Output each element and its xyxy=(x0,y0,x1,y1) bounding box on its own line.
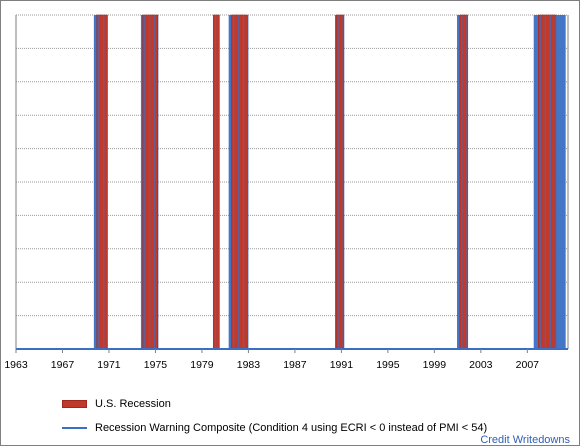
x-tick-label: 1971 xyxy=(97,359,121,371)
x-tick-label: 1987 xyxy=(283,359,307,371)
x-tick-label: 2003 xyxy=(469,359,493,371)
x-tick-label: 1999 xyxy=(423,359,447,371)
x-tick-label: 1979 xyxy=(190,359,214,371)
bar-recession xyxy=(213,14,220,350)
legend-swatch-recession xyxy=(62,400,87,408)
legend-item-recession: U.S. Recession xyxy=(62,397,171,411)
x-tick-label: 1995 xyxy=(376,359,400,371)
legend-swatch-composite xyxy=(62,427,87,429)
x-tick-label: 1983 xyxy=(237,359,261,371)
x-tick-label: 1967 xyxy=(51,359,75,371)
legend-label-composite: Recession Warning Composite (Condition 4… xyxy=(95,422,488,434)
x-tick-label: 1975 xyxy=(144,359,168,371)
bar-recession xyxy=(538,14,557,350)
legend-label-recession: U.S. Recession xyxy=(95,398,171,410)
credit-text: Credit Writedowns xyxy=(480,434,570,446)
x-tick-label: 2007 xyxy=(516,359,540,371)
legend-item-composite: Recession Warning Composite (Condition 4… xyxy=(62,421,487,435)
x-tick-label: 1963 xyxy=(4,359,28,371)
x-tick-label: 1991 xyxy=(330,359,354,371)
